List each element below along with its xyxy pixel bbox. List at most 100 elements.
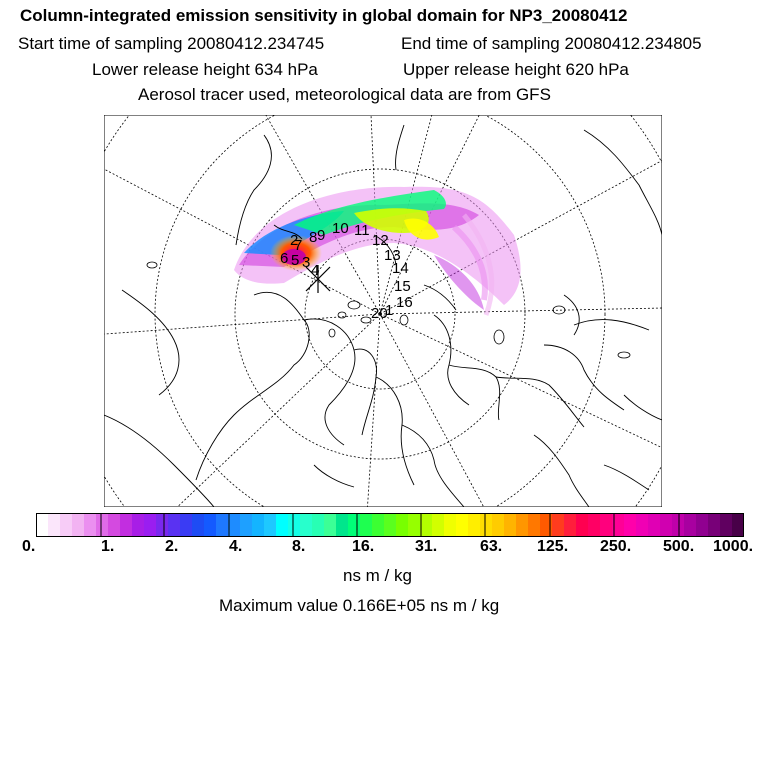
colorbar-swatch [216,513,229,537]
colorbar-tick: 8. [292,538,306,555]
colorbar-swatch [492,513,505,537]
colorbar-swatch [300,513,313,537]
colorbar-swatch [564,513,577,537]
colorbar-swatch [120,513,133,537]
figure-title: Column-integrated emission sensitivity i… [20,6,628,25]
colorbar-tick: 1000. [713,538,754,555]
colorbar-swatch [444,513,457,537]
release-point-marker [305,265,331,293]
colorbar-tick: 0. [22,538,36,555]
colorbar-swatch [276,513,289,537]
colorbar-swatch [588,513,601,537]
map-content: 6 5 3 7 2 8 9 4 10 11 12 13 14 15 16 20 … [104,115,662,507]
traj-label: 6 [280,250,288,267]
colorbar-swatch [504,513,517,537]
colorbar-swatch [72,513,85,537]
traj-label: 5 [291,252,299,269]
colorbar-swatch [540,513,553,537]
colorbar-swatch [396,513,409,537]
colorbar-swatch [96,513,109,537]
traj-label: 8 [309,229,317,246]
islands [146,261,631,359]
traj-label: 4 [311,262,319,279]
colorbar-dividers [100,513,680,537]
trajectory-labels: 6 5 3 7 2 8 9 4 10 11 12 13 14 15 16 20 … [280,220,413,322]
colorbar-swatch [480,513,493,537]
colorbar-swatch [312,513,325,537]
colorbar-swatch [252,513,265,537]
tracer-info-label: Aerosol tracer used, meteorological data… [138,85,551,104]
colorbar-swatch [360,513,373,537]
colorbar-swatch [84,513,97,537]
traj-label: 3 [302,254,310,271]
traj-label: 13 [384,247,401,264]
traj-label: 11 [354,222,370,239]
colorbar-tick: 250. [600,538,632,555]
colorbar-swatch [180,513,193,537]
emission-plume [234,186,521,316]
traj-label: 1 [385,302,393,319]
colorbar-swatch [732,513,744,537]
colorbar [36,513,744,537]
colorbar-units: ns m / kg [343,566,412,585]
colorbar-swatch [60,513,73,537]
traj-label: 10 [332,220,349,237]
colorbar-swatch [468,513,481,537]
colorbar-swatch [600,513,613,537]
maximum-value-label: Maximum value 0.166E+05 ns m / kg [219,596,500,615]
lower-height-label: Lower release height 634 hPa [92,60,318,79]
colorbar-tick: 2. [165,538,179,555]
colorbar-swatch [696,513,709,537]
colorbar-swatch [624,513,637,537]
map-frame [104,115,662,507]
coastlines [104,124,662,507]
colorbar-swatch [48,513,61,537]
colorbar-tick: 31. [415,538,438,555]
colorbar-swatch [132,513,145,537]
traj-label: 7 [294,237,302,254]
colorbar-tick: 125. [537,538,569,555]
colorbar-tick: 500. [663,538,695,555]
colorbar-swatch [708,513,721,537]
colorbar-swatch [660,513,673,537]
colorbar-swatch [528,513,541,537]
colorbar-swatch [228,513,241,537]
colorbar-swatch [576,513,589,537]
colorbar-swatch [36,513,49,537]
upper-height-label: Upper release height 620 hPa [403,60,629,79]
colorbar-tick: 1. [101,538,115,555]
colorbar-swatch [612,513,625,537]
colorbar-swatch [408,513,421,537]
traj-label: 9 [317,227,325,244]
colorbar-swatch [348,513,361,537]
traj-label: 16 [396,294,413,311]
colorbar-tick: 16. [352,538,375,555]
colorbar-swatch [636,513,649,537]
colorbar-swatch [156,513,169,537]
traj-label: 20 [371,305,388,322]
colorbar-swatch [324,513,337,537]
colorbar-swatch [720,513,733,537]
colorbar-swatch [384,513,397,537]
colorbar-swatch [144,513,157,537]
colorbar-swatch [192,513,205,537]
colorbar-border [36,513,744,537]
colorbar-swatch [516,513,529,537]
colorbar-tick: 4. [229,538,243,555]
colorbar-swatch [456,513,469,537]
start-time-label: Start time of sampling 20080412.234745 [18,34,325,53]
colorbar-swatch [648,513,661,537]
colorbar-swatch [240,513,253,537]
colorbar-cells [36,513,744,537]
traj-label: 12 [372,232,389,249]
colorbar-swatch [684,513,697,537]
polar-map: 6 5 3 7 2 8 9 4 10 11 12 13 14 15 16 20 … [104,115,662,507]
colorbar-swatch [108,513,121,537]
colorbar-swatch [336,513,349,537]
traj-label: 2 [290,232,298,249]
colorbar-swatch [264,513,277,537]
colorbar-swatch [204,513,217,537]
colorbar-swatch [552,513,565,537]
colorbar-swatch [432,513,445,537]
end-time-label: End time of sampling 20080412.234805 [401,34,702,53]
